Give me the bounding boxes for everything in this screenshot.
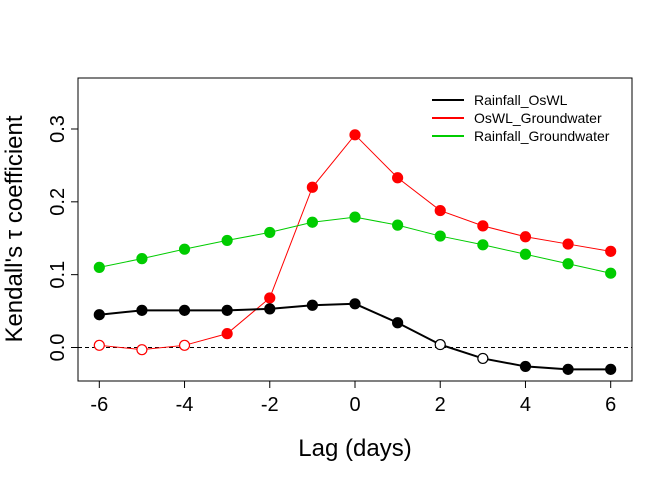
data-point-rainfall-oswl [178,304,191,316]
y-tick-label: 0.3 [47,115,69,143]
x-axis-title: Lag (days) [298,435,411,462]
x-tick-label: 0 [349,394,360,416]
data-point-rainfall-groundwater [306,216,318,228]
x-tick-label: 4 [520,394,531,416]
x-tick-label: -4 [176,394,194,416]
data-point-rainfall-groundwater [178,243,191,255]
data-point-oswl-groundwater [349,129,361,141]
y-tick-label: 0.0 [47,334,69,362]
data-point-oswl-groundwater [477,220,489,232]
data-point-rainfall-groundwater [392,219,404,231]
data-point-oswl-groundwater [178,339,191,351]
data-point-oswl-groundwater [221,328,233,340]
data-point-rainfall-oswl [136,304,148,316]
data-point-oswl-groundwater [264,292,276,304]
data-point-rainfall-groundwater [221,234,233,247]
legend-label: OsWL_Groundwater [474,110,602,126]
data-point-oswl-groundwater [392,172,404,184]
data-point-rainfall-oswl [605,363,617,375]
data-point-rainfall-groundwater [93,261,105,273]
y-tick-label: 0.2 [47,188,69,216]
legend-label: Rainfall_Groundwater [474,128,610,144]
data-point-rainfall-oswl [392,317,404,329]
data-point-rainfall-oswl [477,352,489,365]
data-point-rainfall-groundwater [519,248,532,260]
data-point-oswl-groundwater [519,231,532,243]
data-point-rainfall-oswl [562,363,574,375]
data-point-oswl-groundwater [136,344,148,356]
legend: Rainfall_OsWL OsWL_Groundwater Rainfall_Gr… [432,92,610,144]
legend-label: Rainfall_OsWL [474,92,568,108]
data-point-rainfall-oswl [264,303,276,315]
x-tick-label: 2 [435,394,446,416]
data-point-rainfall-oswl [349,298,361,310]
data-point-rainfall-groundwater [264,226,276,239]
axes: -6 -4 -2 0 2 4 6 0.0 0.1 0.2 0.3 [47,77,633,416]
data-point-oswl-groundwater [93,339,105,351]
data-point-oswl-groundwater [434,204,446,217]
plot-area [78,129,632,375]
data-point-rainfall-groundwater [136,253,148,265]
data-point-rainfall-groundwater [434,230,446,242]
y-axis-title: Kendall's τ coefficient [1,115,28,342]
data-point-oswl-groundwater [605,245,617,257]
data-point-rainfall-oswl [221,304,233,316]
data-point-rainfall-groundwater [605,267,617,279]
data-point-rainfall-oswl [93,309,105,321]
data-point-oswl-groundwater [562,238,574,250]
data-point-rainfall-oswl [306,299,318,311]
data-point-rainfall-groundwater [349,211,361,223]
x-tick-label: -6 [90,394,108,416]
x-tick-label: 6 [605,394,616,416]
y-tick-label: 0.1 [47,261,69,289]
data-point-rainfall-groundwater [477,239,489,251]
data-point-rainfall-oswl [434,338,446,351]
data-point-rainfall-groundwater [562,258,574,270]
data-point-oswl-groundwater [306,181,318,193]
x-tick-label: -2 [261,394,279,416]
data-point-rainfall-oswl [519,360,532,373]
